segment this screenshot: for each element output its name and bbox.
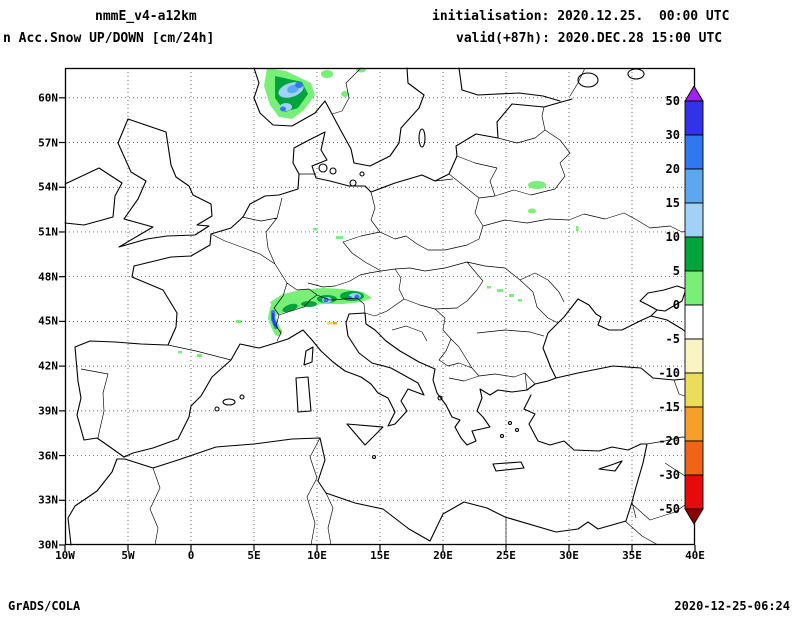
lat-label: 60N bbox=[38, 91, 58, 105]
axis-ticks bbox=[59, 97, 696, 551]
colorbar-tick: -10 bbox=[658, 366, 680, 380]
colorbar-tick: 5 bbox=[672, 264, 680, 278]
lon-label: 5W bbox=[121, 549, 135, 562]
map-frame bbox=[64, 67, 696, 546]
valid-time: valid(+87h): 2020.DEC.28 15:00 UTC bbox=[456, 31, 723, 46]
grid-lines bbox=[65, 68, 695, 545]
model-title: nmmE_v4-a12km bbox=[95, 9, 197, 24]
colorbar-tick: -50 bbox=[658, 502, 680, 516]
lat-label: 36N bbox=[38, 449, 58, 463]
map-canvas bbox=[59, 67, 696, 551]
lon-label: 5E bbox=[247, 549, 261, 562]
lat-label: 57N bbox=[38, 136, 58, 150]
europe-map bbox=[59, 67, 696, 551]
lon-label: 20E bbox=[433, 549, 453, 562]
lon-label: 15E bbox=[370, 549, 390, 562]
colorbar-tick: -15 bbox=[658, 400, 680, 414]
grads-credit: GrADS/COLA bbox=[8, 599, 81, 613]
lat-label: 51N bbox=[38, 225, 58, 239]
snow-shading bbox=[178, 67, 579, 357]
colorbar-tick: -5 bbox=[665, 332, 680, 346]
colorbar-top-arrow bbox=[684, 86, 704, 102]
lon-label: 30E bbox=[559, 549, 579, 562]
lat-label: 42N bbox=[38, 359, 58, 373]
colorbar-strip bbox=[684, 86, 704, 525]
initialisation-time: initialisation: 2020.12.25. 00:00 UTC bbox=[432, 9, 730, 24]
country-borders bbox=[80, 67, 696, 546]
lat-label: 48N bbox=[38, 270, 58, 284]
colorbar-tick: 10 bbox=[665, 230, 680, 244]
longitude-axis: 10W 5W 0 5E 10E 15E 20E 25E 30E 35E 40E bbox=[55, 549, 705, 563]
coastlines bbox=[64, 67, 696, 546]
colorbar-tick: 20 bbox=[665, 162, 680, 176]
colorbar-legend: 50 30 20 15 10 5 0 -5 -10 -15 -20 -30 -5… bbox=[650, 86, 710, 528]
variable-title: n Acc.Snow UP/DOWN [cm/24h] bbox=[3, 31, 215, 46]
lon-label: 35E bbox=[622, 549, 642, 562]
lon-label: 10E bbox=[307, 549, 327, 562]
lat-label: 30N bbox=[38, 538, 58, 552]
lon-label: 40E bbox=[685, 549, 705, 562]
colorbar-tick: 15 bbox=[665, 196, 680, 210]
colorbar-tick: -20 bbox=[658, 434, 680, 448]
colorbar-tick: 0 bbox=[672, 298, 680, 312]
lat-label: 33N bbox=[38, 493, 58, 507]
lon-label: 10W bbox=[55, 549, 75, 562]
lat-label: 54N bbox=[38, 180, 58, 194]
latitude-axis: 60N 57N 54N 51N 48N 45N 42N 39N 36N 33N 30N bbox=[30, 68, 60, 551]
creation-timestamp: 2020-12-25-06:24 bbox=[674, 599, 790, 613]
lon-label: 0 bbox=[187, 549, 195, 562]
colorbar-tick: 50 bbox=[665, 94, 680, 108]
colorbar-bottom-arrow bbox=[684, 508, 704, 525]
lat-label: 45N bbox=[38, 314, 58, 328]
colorbar-tick: -30 bbox=[658, 468, 680, 482]
lat-label: 39N bbox=[38, 404, 58, 418]
colorbar-tick: 30 bbox=[665, 128, 680, 142]
lon-label: 25E bbox=[496, 549, 516, 562]
